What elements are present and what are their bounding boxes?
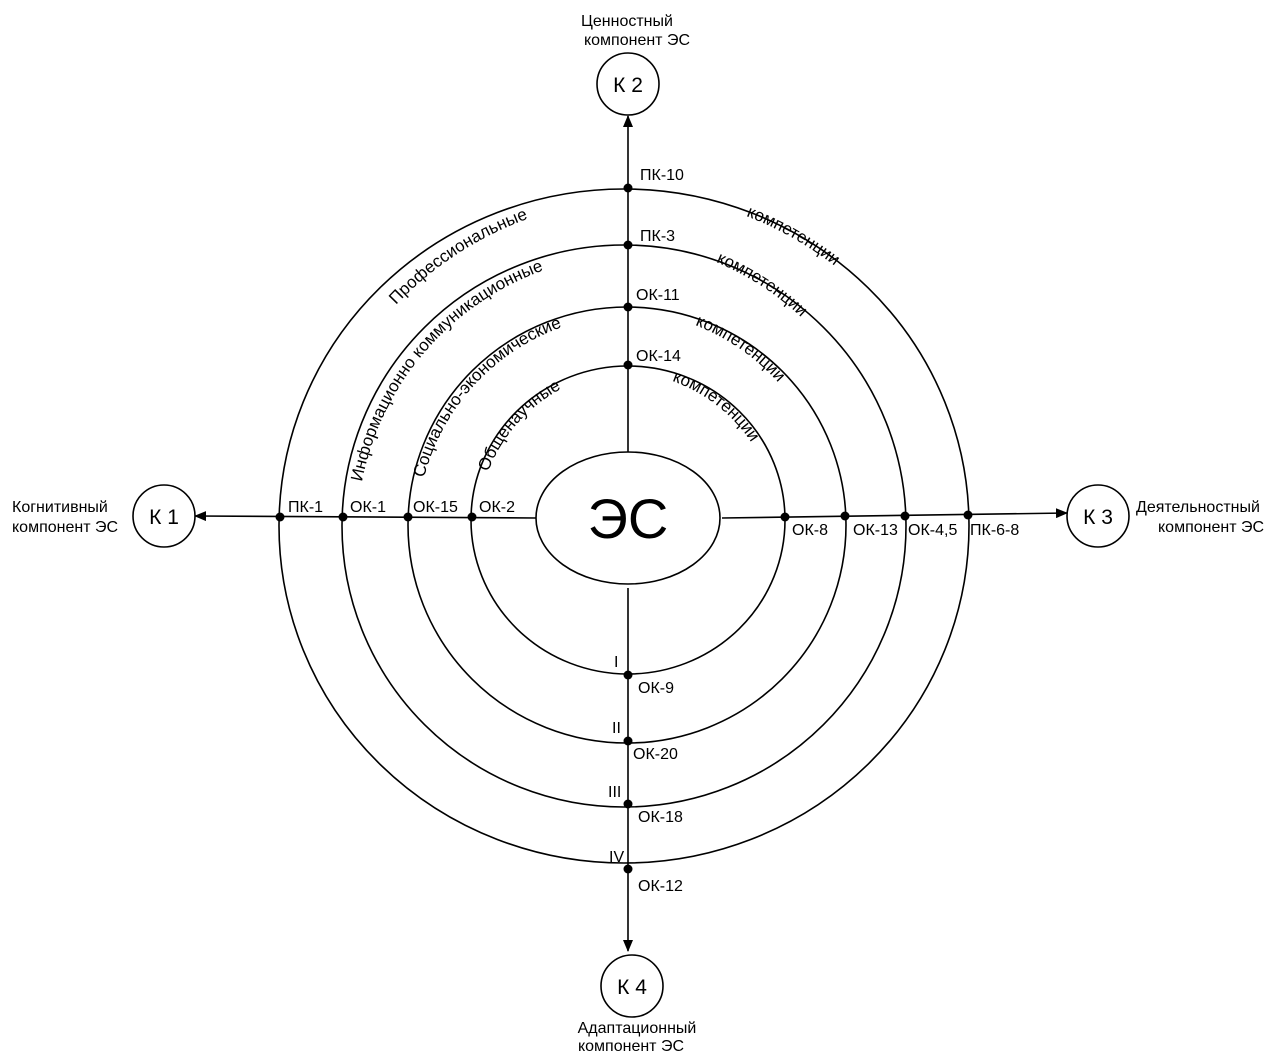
- axis-right: [721, 508, 1068, 519]
- top-label-1: ОК-14: [636, 348, 681, 365]
- level-numeral-1: I: [614, 654, 618, 671]
- dot-left-2: [403, 512, 413, 522]
- k2-node: [596, 52, 660, 116]
- right-label-3: ОК-4,5: [908, 522, 957, 539]
- left-label-3: ОК-1: [350, 499, 386, 516]
- k4-node: [600, 954, 664, 1018]
- k4-caption-line2: компонент ЭС: [578, 1038, 684, 1052]
- dot-right-1: [780, 512, 790, 522]
- right-label-2: ОК-13: [853, 522, 898, 539]
- k4-caption-line1: Адаптационный: [578, 1020, 697, 1037]
- bottom-label-4: ОК-12: [638, 878, 683, 895]
- top-label-2: ОК-11: [636, 287, 680, 304]
- dot-bottom-4: [623, 864, 633, 874]
- dot-right-4: [963, 510, 973, 520]
- level-numeral-3: III: [608, 784, 621, 801]
- center-node: [535, 451, 721, 585]
- bottom-label-2: ОК-20: [633, 746, 678, 763]
- dot-right-2: [840, 511, 850, 521]
- k1-caption-line2: компонент ЭС: [12, 519, 118, 536]
- dot-right-3: [900, 511, 910, 521]
- k1-label: К 1: [149, 506, 179, 529]
- bottom-label-3: ОК-18: [638, 809, 683, 826]
- top-label-4: ПК-10: [640, 167, 684, 184]
- k3-label: К 3: [1083, 506, 1113, 529]
- k1-caption-line1: Когнитивный: [12, 499, 108, 516]
- right-label-4: ПК-6-8: [970, 522, 1019, 539]
- dot-top-3: [623, 240, 633, 250]
- right-label-1: ОК-8: [792, 522, 828, 539]
- k3-node: [1066, 484, 1130, 548]
- ring-1-suffix: компетенции: [671, 367, 764, 445]
- level-numeral-4: IV: [609, 849, 624, 866]
- ring-4-name-path: Профессиональные: [385, 205, 529, 308]
- ring-2-suffix: компетенции: [693, 311, 789, 385]
- k2-caption-line2: компонент ЭС: [584, 32, 690, 49]
- k2-label: К 2: [613, 74, 643, 97]
- dot-left-3: [338, 512, 348, 522]
- k4-label: К 4: [617, 976, 647, 999]
- k3-caption-line1: Деятельностный: [1136, 499, 1260, 516]
- dot-top-1: [623, 360, 633, 370]
- k2-caption-line1: Ценностный: [581, 13, 673, 30]
- dot-top-2: [623, 302, 633, 312]
- left-label-4: ПК-1: [288, 499, 323, 516]
- left-label-1: ОК-2: [479, 499, 515, 516]
- dot-bottom-1: [623, 670, 633, 680]
- top-label-3: ПК-3: [640, 228, 675, 245]
- dot-bottom-3: [623, 799, 633, 809]
- ring-1-name-path: Общенаучные: [474, 376, 563, 474]
- dot-left-4: [275, 512, 285, 522]
- ring-4-name: Профессиональные: [385, 205, 529, 308]
- level-numeral-2: II: [612, 720, 621, 737]
- k1-node: [132, 484, 196, 548]
- center-label: ЭС: [588, 487, 669, 550]
- axis-left: [194, 511, 537, 522]
- ring-3-suffix: компетенции: [714, 248, 811, 320]
- ring-4-suffix: компетенции: [745, 202, 844, 269]
- dot-left-1: [467, 512, 477, 522]
- k3-caption-line2: компонент ЭС: [1158, 519, 1264, 536]
- dot-top-4: [623, 183, 633, 193]
- ring-3-suffix-path: компетенции: [714, 248, 811, 320]
- ring-4-suffix-path: компетенции: [745, 202, 844, 269]
- dot-bottom-2: [623, 736, 633, 746]
- ring-2-suffix-path: компетенции: [693, 311, 789, 385]
- ring-1-suffix-path: компетенции: [671, 367, 764, 445]
- bottom-label-1: ОК-9: [638, 680, 674, 697]
- ring-1-name: Общенаучные: [474, 376, 563, 474]
- left-label-2: ОК-15: [413, 499, 458, 516]
